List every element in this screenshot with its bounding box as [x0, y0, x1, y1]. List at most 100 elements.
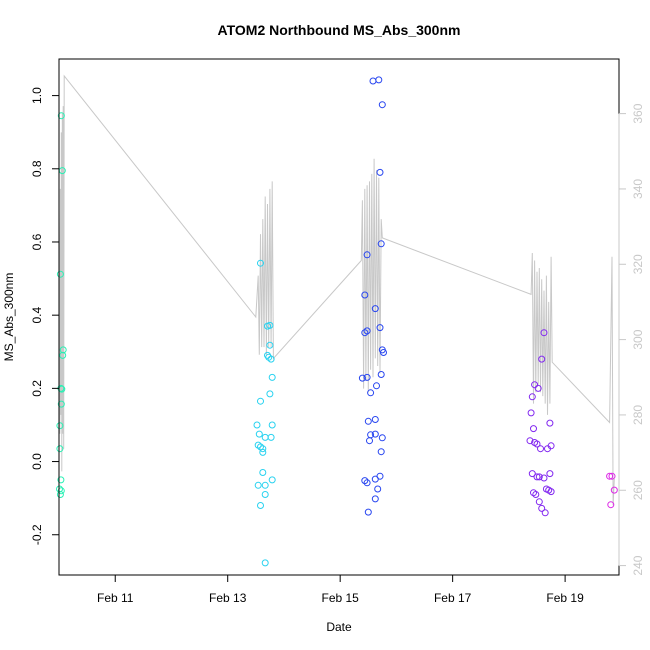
data-point-series-3 [358, 374, 366, 382]
data-point-series-2 [266, 341, 274, 349]
data-point-series-4 [540, 474, 548, 482]
y2-tick-label: 300 [631, 329, 645, 349]
data-point-series-3 [361, 477, 369, 485]
data-point-series-3 [378, 434, 386, 442]
y2-tick-label: 260 [631, 480, 645, 500]
data-point-series-1 [56, 491, 64, 498]
data-point-series-2 [257, 259, 264, 267]
y2-tick-label: 240 [631, 555, 645, 575]
line-series [58, 74, 615, 506]
data-point-series-4 [532, 491, 540, 498]
data-point-series-3 [364, 417, 372, 425]
y-axis: -0.2 0.0 0.2 0.4 0.6 0.8 1.0 [30, 87, 60, 545]
point-layer [56, 76, 618, 567]
data-point-series-2 [268, 421, 276, 429]
x-axis: Feb 11 Feb 13 Feb 15 Feb 17 Feb 19 [97, 574, 584, 605]
data-point-series-3 [371, 430, 379, 438]
data-point-series-3 [377, 371, 385, 378]
data-point-series-4 [537, 445, 544, 453]
y2-tick-label: 340 [631, 179, 645, 199]
data-point-series-2 [259, 469, 267, 476]
data-point-series-3 [380, 349, 387, 356]
x-tick-label: Feb 15 [321, 591, 359, 605]
data-point-series-1 [56, 422, 64, 430]
data-point-series-5 [610, 486, 618, 494]
y-tick-label: 0.6 [30, 233, 44, 250]
data-point-series-4 [538, 504, 546, 512]
data-point-series-3 [377, 448, 385, 456]
y2-tick-label: 280 [631, 405, 645, 425]
y-tick-label: 1.0 [30, 87, 44, 104]
data-point-series-2 [266, 390, 274, 398]
data-point-series-3 [366, 437, 373, 445]
data-point-series-4 [530, 425, 537, 433]
data-point-series-2 [255, 430, 263, 438]
data-point-series-2 [254, 441, 262, 449]
data-point-series-3 [376, 168, 384, 176]
data-point-series-2 [259, 448, 267, 456]
data-point-series-2 [257, 397, 264, 405]
y-tick-label: 0.8 [30, 160, 44, 177]
y-tick-label: -0.2 [30, 524, 44, 545]
data-point-series-4 [533, 473, 541, 481]
data-point-series-5 [608, 472, 616, 480]
data-point-series-3 [363, 479, 371, 487]
data-point-series-1 [57, 476, 65, 484]
data-point-series-4 [528, 470, 536, 478]
data-point-series-2 [267, 433, 275, 441]
data-point-series-1 [57, 112, 65, 120]
data-point-series-3 [373, 382, 380, 390]
data-point-series-4 [526, 437, 534, 445]
data-point-series-4 [530, 489, 537, 497]
data-point-series-5 [607, 501, 615, 509]
data-point-series-3 [378, 101, 386, 109]
data-point-series-2 [259, 445, 267, 453]
data-point-series-4 [547, 488, 555, 496]
data-point-series-3 [363, 251, 371, 259]
data-point-series-3 [364, 508, 372, 516]
data-point-series-3 [361, 291, 369, 299]
data-point-series-4 [527, 409, 535, 417]
x-axis-label: Date [326, 620, 352, 634]
x-tick-label: Feb 19 [546, 591, 584, 605]
chart-title: ATOM2 Northbound MS_Abs_300nm [218, 22, 461, 38]
data-point-series-2 [254, 481, 262, 489]
data-point-series-4 [528, 393, 536, 401]
y2-axis: 240 260 280 300 320 340 360 [618, 103, 645, 576]
data-point-series-4 [544, 445, 551, 453]
data-point-series-3 [363, 327, 371, 335]
data-point-series-4 [546, 419, 554, 427]
data-point-series-2 [268, 373, 276, 381]
data-point-series-3 [376, 324, 384, 332]
y-tick-label: 0.2 [30, 380, 44, 397]
data-point-series-1 [56, 445, 64, 453]
data-point-series-3 [371, 416, 379, 423]
data-point-series-4 [538, 355, 546, 363]
data-point-series-4 [546, 470, 554, 478]
y-tick-label: 0.4 [30, 307, 44, 324]
y2-tick-label: 320 [631, 254, 645, 274]
data-point-series-2 [261, 559, 269, 567]
data-point-series-2 [261, 491, 269, 498]
data-point-series-2 [257, 502, 264, 509]
x-tick-label: Feb 13 [209, 591, 247, 605]
data-point-series-3 [371, 305, 379, 313]
data-point-series-3 [371, 495, 379, 503]
data-point-series-2 [266, 321, 274, 329]
data-point-series-1 [57, 400, 65, 408]
data-point-series-2 [267, 355, 275, 363]
data-point-series-2 [253, 421, 261, 429]
data-point-series-2 [261, 481, 269, 489]
data-point-series-5 [606, 472, 614, 480]
data-point-series-3 [361, 329, 369, 337]
data-point-series-4 [535, 498, 543, 506]
data-point-series-3 [377, 240, 385, 248]
data-point-series-3 [363, 373, 371, 381]
data-point-series-2 [268, 476, 276, 484]
data-point-series-3 [371, 475, 379, 483]
line-layer [58, 74, 615, 506]
data-point-series-2 [261, 433, 269, 441]
data-point-series-3 [374, 485, 382, 493]
x-tick-label: Feb 17 [434, 591, 472, 605]
